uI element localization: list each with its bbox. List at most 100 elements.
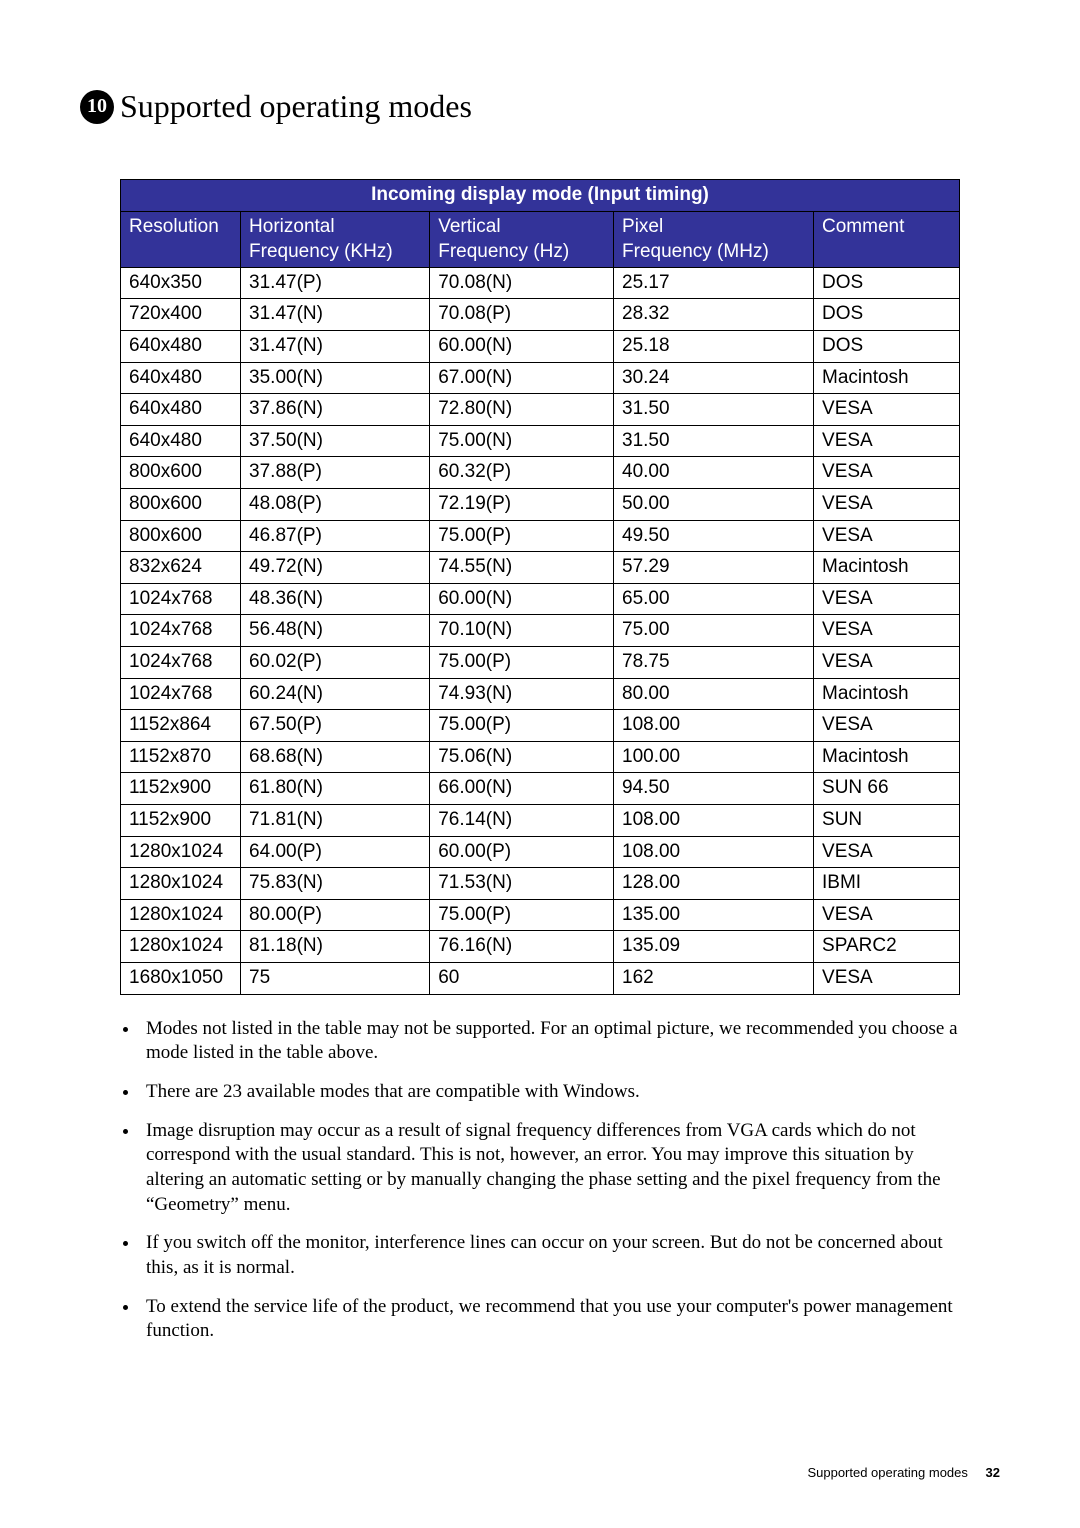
table-cell: 46.87(P) [241,520,430,552]
col-header-vertical: VerticalFrequency (Hz) [430,211,614,267]
table-cell: 75.06(N) [430,741,614,773]
table-cell: 70.08(P) [430,299,614,331]
chapter-title: Supported operating modes [120,88,472,125]
chapter-header: 10 Supported operating modes [80,88,1000,125]
table-cell: 49.72(N) [241,552,430,584]
table-title: Incoming display mode (Input timing) [121,180,960,212]
table-cell: 60 [430,962,614,994]
table-cell: VESA [814,489,960,521]
table-cell: 67.00(N) [430,362,614,394]
table-row: 640x48037.86(N)72.80(N)31.50VESA [121,394,960,426]
table-cell: 832x624 [121,552,241,584]
table-cell: 50.00 [614,489,814,521]
table-header-row: Resolution HorizontalFrequency (KHz) Ver… [121,211,960,267]
table-cell: 1280x1024 [121,931,241,963]
table-row: 800x60048.08(P)72.19(P)50.00VESA [121,489,960,521]
table-cell: 72.19(P) [430,489,614,521]
table-row: 1152x86467.50(P)75.00(P)108.00VESA [121,710,960,742]
table-cell: 128.00 [614,868,814,900]
table-cell: 70.08(N) [430,267,614,299]
table-cell: 48.36(N) [241,583,430,615]
table-cell: 31.47(N) [241,331,430,363]
table-row: 832x62449.72(N)74.55(N)57.29Macintosh [121,552,960,584]
table-row: 640x48031.47(N)60.00(N)25.18DOS [121,331,960,363]
table-cell: 37.50(N) [241,425,430,457]
table-cell: VESA [814,520,960,552]
table-cell: 60.32(P) [430,457,614,489]
table-row: 640x35031.47(P)70.08(N)25.17DOS [121,267,960,299]
table-cell: 94.50 [614,773,814,805]
table-cell: 1152x864 [121,710,241,742]
table-body: 640x35031.47(P)70.08(N)25.17DOS720x40031… [121,267,960,994]
table-cell: Macintosh [814,678,960,710]
table-row: 1152x90061.80(N)66.00(N)94.50SUN 66 [121,773,960,805]
page-footer: Supported operating modes 32 [807,1465,1000,1480]
col-header-resolution: Resolution [121,211,241,267]
table-cell: 1024x768 [121,647,241,679]
table-row: 1280x102464.00(P)60.00(P)108.00VESA [121,836,960,868]
table-cell: 80.00 [614,678,814,710]
table-row: 1280x102480.00(P)75.00(P)135.00VESA [121,899,960,931]
table-cell: 25.17 [614,267,814,299]
table-cell: VESA [814,899,960,931]
table-cell: 76.14(N) [430,804,614,836]
table-cell: 1680x1050 [121,962,241,994]
table-cell: 640x480 [121,362,241,394]
table-cell: 75.00 [614,615,814,647]
table-cell: VESA [814,836,960,868]
table-row: 1680x10507560162VESA [121,962,960,994]
table-cell: 75.83(N) [241,868,430,900]
table-cell: 31.50 [614,425,814,457]
table-cell: IBMI [814,868,960,900]
table-cell: DOS [814,299,960,331]
table-cell: 60.00(N) [430,331,614,363]
table-cell: 72.80(N) [430,394,614,426]
note-item: Image disruption may occur as a result o… [140,1119,960,1218]
table-cell: 74.93(N) [430,678,614,710]
table-cell: 66.00(N) [430,773,614,805]
table-cell: Macintosh [814,362,960,394]
table-cell: 108.00 [614,710,814,742]
table-cell: 80.00(P) [241,899,430,931]
table-cell: 64.00(P) [241,836,430,868]
table-cell: 78.75 [614,647,814,679]
table-cell: 68.68(N) [241,741,430,773]
table-cell: 100.00 [614,741,814,773]
table-cell: 28.32 [614,299,814,331]
notes-list: Modes not listed in the table may not be… [140,1017,960,1345]
table-cell: 1280x1024 [121,836,241,868]
table-row: 1024x76848.36(N)60.00(N)65.00VESA [121,583,960,615]
table-cell: VESA [814,962,960,994]
table-row: 1280x102475.83(N)71.53(N)128.00IBMI [121,868,960,900]
table-cell: 75.00(P) [430,647,614,679]
table-cell: 74.55(N) [430,552,614,584]
table-cell: 135.00 [614,899,814,931]
table-row: 1024x76860.02(P)75.00(P)78.75VESA [121,647,960,679]
table-cell: 25.18 [614,331,814,363]
table-cell: 57.29 [614,552,814,584]
table-cell: 65.00 [614,583,814,615]
table-cell: 75.00(P) [430,710,614,742]
table-cell: VESA [814,647,960,679]
table-cell: 61.80(N) [241,773,430,805]
table-cell: 640x480 [121,331,241,363]
table-cell: 31.47(P) [241,267,430,299]
table-cell: 70.10(N) [430,615,614,647]
table-cell: VESA [814,457,960,489]
table-cell: 75.00(P) [430,899,614,931]
table-row: 640x48035.00(N)67.00(N)30.24Macintosh [121,362,960,394]
table-cell: 1152x900 [121,773,241,805]
footer-page-number: 32 [986,1465,1000,1480]
table-row: 1152x90071.81(N)76.14(N)108.00SUN [121,804,960,836]
table-cell: 640x480 [121,425,241,457]
table-cell: 76.16(N) [430,931,614,963]
table-cell: 81.18(N) [241,931,430,963]
table-cell: VESA [814,583,960,615]
table-cell: 1152x900 [121,804,241,836]
table-cell: 1152x870 [121,741,241,773]
table-cell: 135.09 [614,931,814,963]
table-cell: Macintosh [814,741,960,773]
table-cell: 800x600 [121,457,241,489]
table-cell: 60.24(N) [241,678,430,710]
table-cell: 1024x768 [121,678,241,710]
